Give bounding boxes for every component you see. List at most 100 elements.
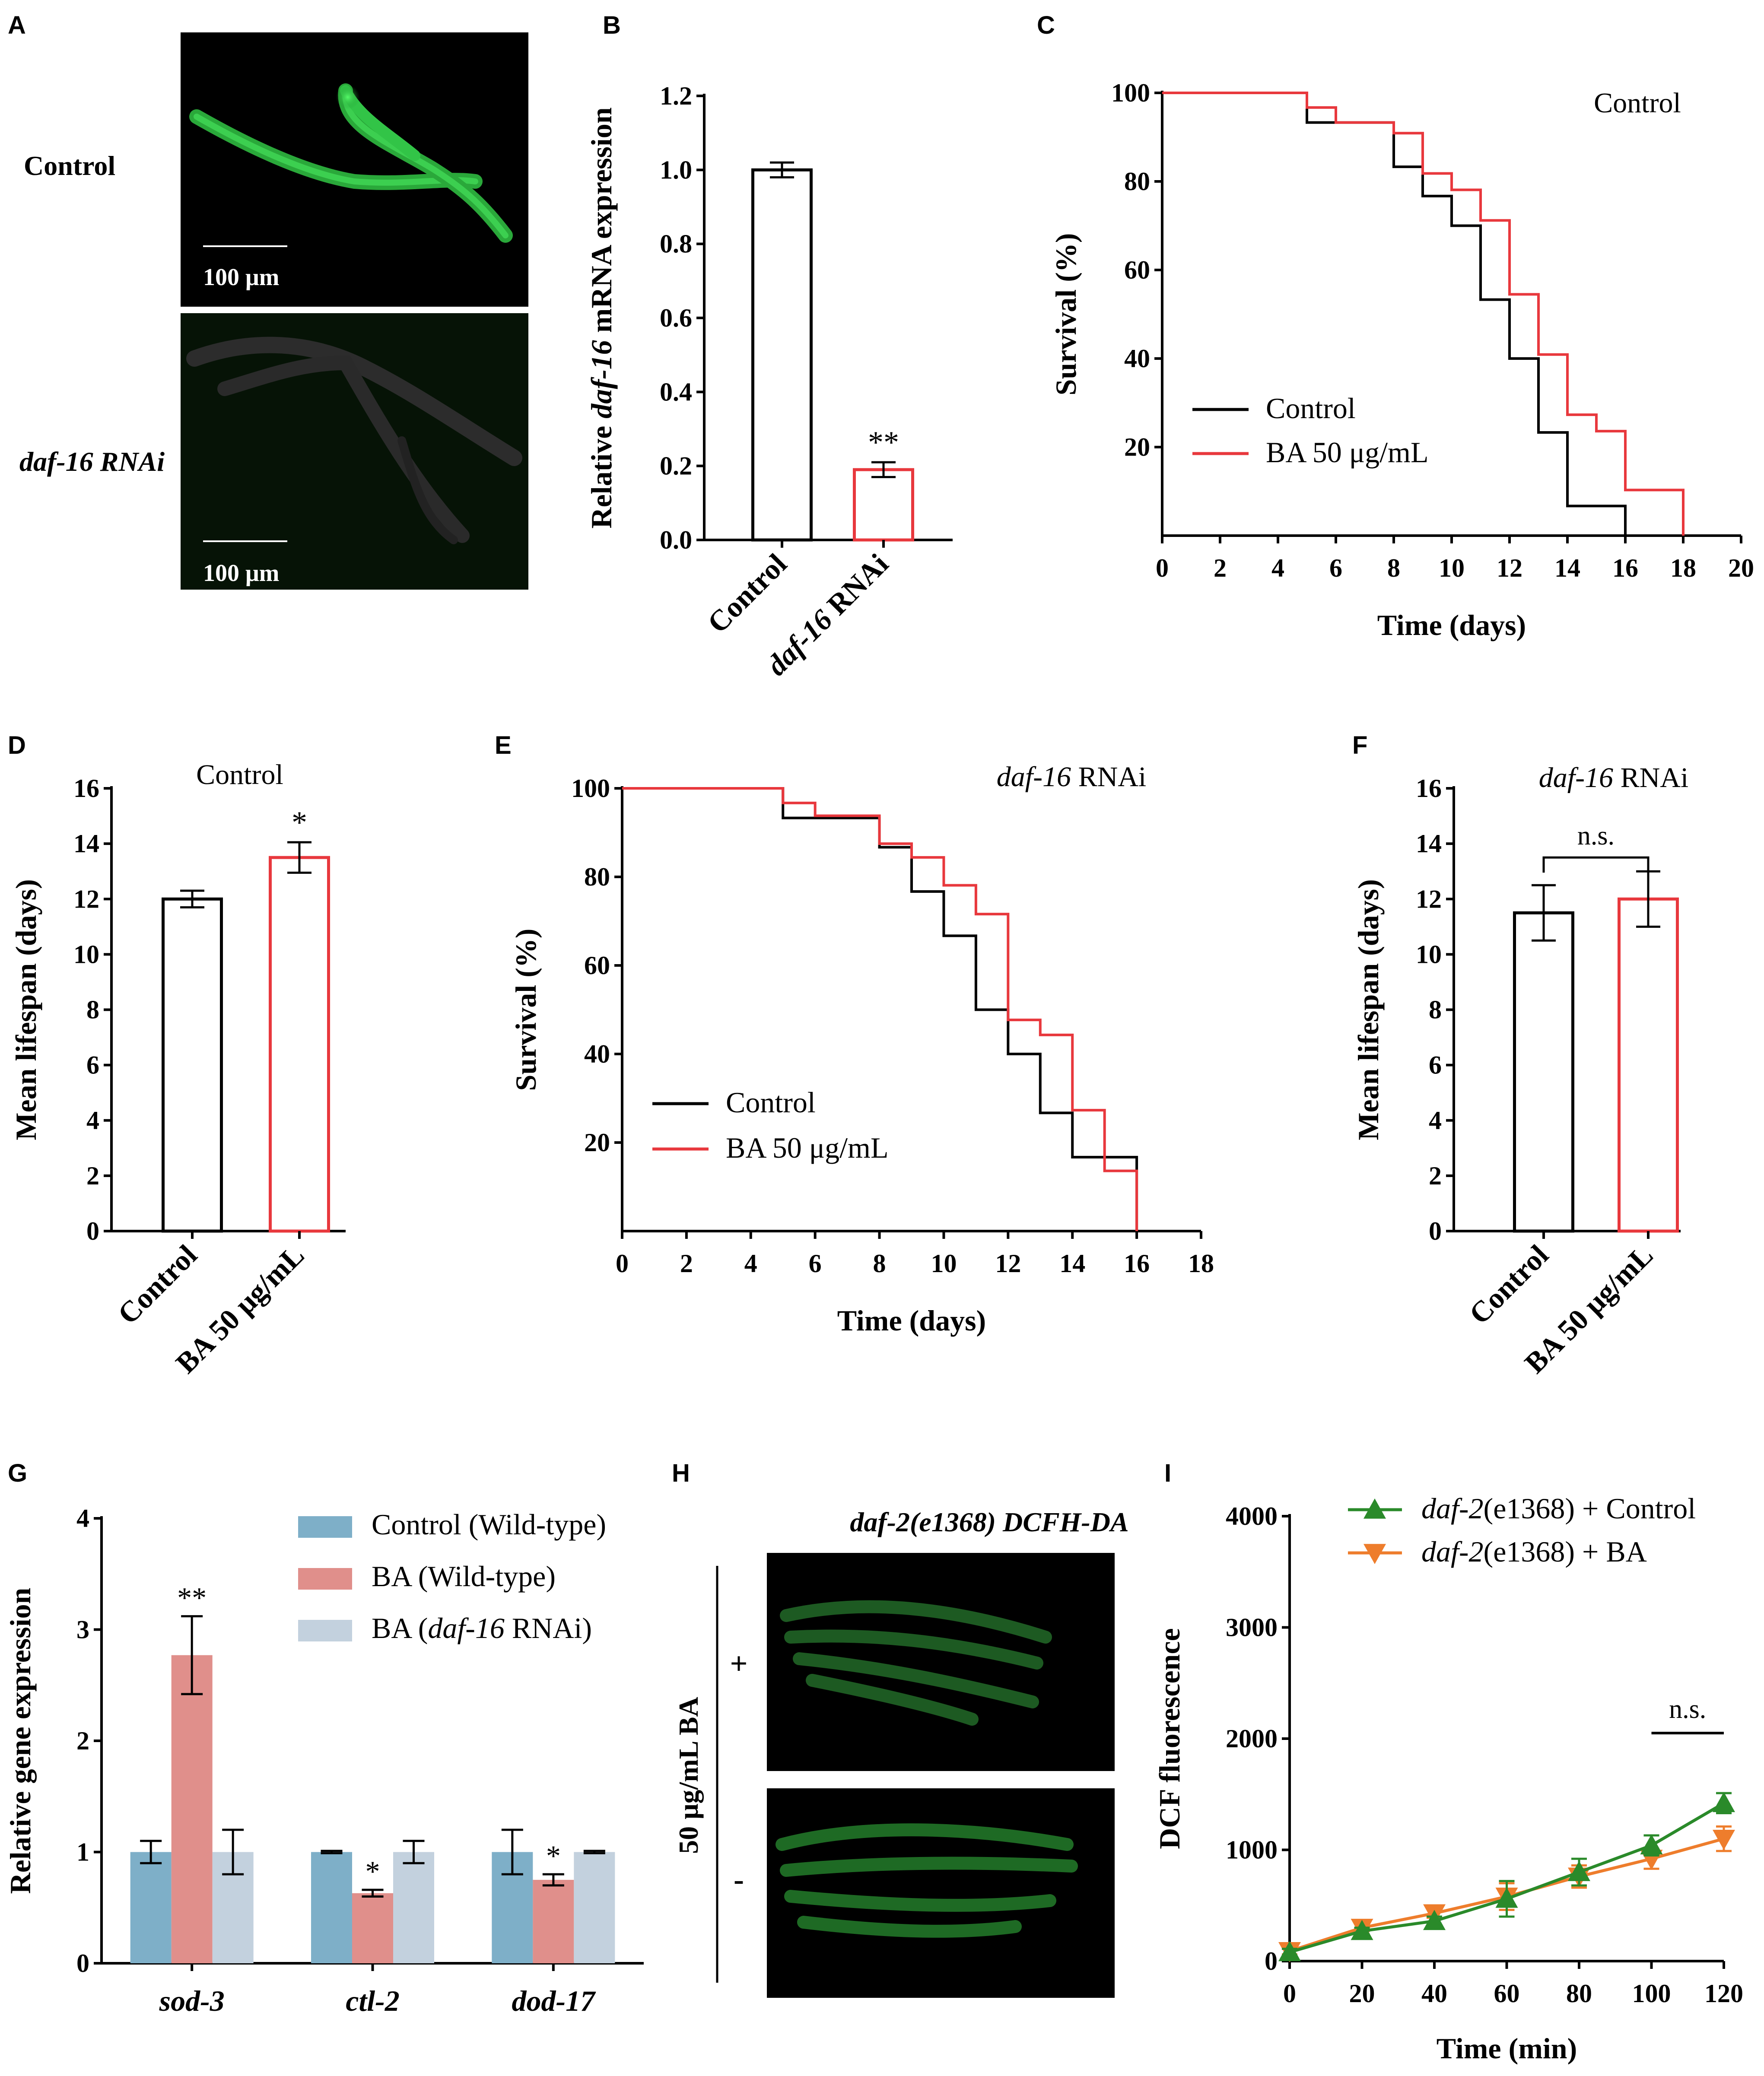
row-label-daf16-rnai: daf-16 RNAi	[19, 446, 165, 477]
y-tick-label: 80	[584, 863, 610, 891]
bar-0	[162, 897, 223, 1233]
y-axis-label: Relative daf-16 mRNA expression	[585, 107, 618, 528]
y-tick-label: 40	[1124, 344, 1150, 373]
x-tick-label: 100	[1632, 1979, 1671, 2008]
survival-curve-1	[622, 787, 1138, 1231]
x-tick-label: 0	[1283, 1979, 1296, 2008]
y-tick-label: 10	[1416, 940, 1442, 968]
y-tick-label: 100	[1111, 79, 1150, 107]
x-tick-label: 4	[744, 1249, 757, 1278]
marker-triangle-up	[1568, 1861, 1590, 1881]
y-tick-label: 2000	[1226, 1724, 1278, 1753]
y-tick-label: 0.2	[660, 452, 692, 480]
x-tick-label: 60	[1494, 1979, 1520, 2008]
y-tick-label: 2	[76, 1727, 89, 1755]
y-tick-label: 6	[1429, 1051, 1442, 1079]
marker-triangle-up	[1423, 1910, 1446, 1930]
marker-triangle-up	[1640, 1834, 1663, 1854]
x-tick-label: Control	[1462, 1238, 1554, 1330]
legend-swatch	[298, 1620, 352, 1641]
survival-curve-0	[622, 787, 1138, 1231]
marker-triangle-down	[1713, 1829, 1735, 1850]
x-tick-label: 6	[809, 1249, 822, 1278]
marker-triangle-up	[1495, 1887, 1518, 1908]
y-tick-label: 0	[1429, 1217, 1442, 1245]
legend-label: Control (Wild-type)	[372, 1508, 606, 1541]
significance-mark: **	[868, 425, 899, 460]
y-tick-label: 2	[1429, 1162, 1442, 1190]
legend-label: Control	[726, 1086, 816, 1119]
y-tick-label: 2	[86, 1162, 99, 1190]
legend-label: Control	[1266, 392, 1356, 425]
legend-label: daf-2(e1368) + BA	[1421, 1535, 1647, 1568]
marker-triangle-down	[1364, 1544, 1386, 1564]
significance-mark: *	[292, 805, 307, 840]
chart-i: I 0 1000 2000 3000 4000 DCF fluorescence 0 20 40 6…	[1153, 1459, 1743, 2065]
significance-mark: **	[177, 1581, 207, 1614]
x-axis-label: Time (min)	[1437, 2032, 1577, 2065]
x-tick-label: 10	[931, 1249, 957, 1278]
y-tick-label: 12	[73, 885, 99, 913]
panel-label: B	[603, 11, 621, 39]
y-tick-label: 16	[73, 774, 99, 803]
scale-bar-label-bottom: 100 μm	[203, 560, 279, 587]
x-tick-label: 2	[680, 1249, 693, 1278]
y-tick-label: 0	[76, 1949, 89, 1978]
chart-title: daf-16 RNAi	[1539, 762, 1689, 794]
y-axis-label: Survival (%)	[1049, 233, 1082, 396]
worms-plus-ba	[780, 1600, 1052, 1726]
y-tick-label: 0.6	[660, 304, 692, 332]
y-tick-label: 3	[76, 1616, 89, 1644]
bar-1	[269, 856, 330, 1233]
y-tick-label: 4000	[1226, 1502, 1278, 1530]
x-tick-label: dod-17	[512, 1984, 597, 2017]
y-tick-label: 4	[76, 1504, 89, 1533]
panel-h-title: daf-2(e1368) DCFH-DA	[850, 1507, 1128, 1537]
y-tick-label: 0.4	[660, 378, 692, 406]
chart-title: Control	[196, 759, 283, 790]
y-tick-label: 0.0	[660, 526, 692, 554]
panel-label-a: A	[8, 11, 26, 39]
chart-b: B 0.0 0.2 0.4 0.6 0.8 1.0 1.2 Relative daf-16 mR…	[585, 11, 953, 682]
legend-label: BA 50 μg/mL	[1266, 436, 1429, 469]
x-tick-label: 16	[1124, 1249, 1150, 1278]
worm-gfp-control	[189, 83, 513, 243]
y-tick-label: 40	[584, 1040, 610, 1068]
significance-bracket	[1542, 856, 1650, 873]
x-tick-label: ctl-2	[346, 1984, 400, 2017]
x-tick-label: 4	[1271, 554, 1284, 582]
significance-label: n.s.	[1577, 821, 1615, 851]
bar-0	[1513, 911, 1574, 1233]
x-tick-label: 12	[1497, 554, 1522, 582]
y-tick-label: 0	[1265, 1947, 1278, 1975]
bar-ctl-2-1	[352, 1893, 393, 1963]
scale-bar-label-top: 100 μm	[203, 264, 279, 291]
x-tick-label: 40	[1421, 1979, 1447, 2008]
x-tick-label: 2	[1214, 554, 1227, 582]
bar-1	[853, 468, 914, 542]
x-axis-label: Time (days)	[1377, 609, 1526, 641]
micrograph-control	[181, 32, 528, 307]
x-tick-label: Control	[701, 547, 793, 639]
y-tick-label: 0	[86, 1217, 99, 1245]
x-tick-label: 80	[1566, 1979, 1592, 2008]
significance-mark: *	[546, 1839, 561, 1872]
panel-label: G	[8, 1459, 27, 1487]
row-sign-plus: +	[730, 1646, 747, 1681]
bar-sod-3-1	[171, 1655, 213, 1963]
y-tick-label: 20	[584, 1128, 610, 1157]
legend-label: daf-2(e1368) + Control	[1421, 1492, 1696, 1525]
x-tick-label: 10	[1439, 554, 1465, 582]
x-tick-label: 0	[616, 1249, 629, 1278]
y-tick-label: 8	[86, 996, 99, 1024]
y-axis-label: Mean lifespan (days)	[10, 879, 42, 1140]
panel-label: I	[1164, 1459, 1171, 1487]
x-tick-label: 0	[1156, 554, 1169, 582]
y-tick-label: 80	[1124, 167, 1150, 196]
chart-g: G 0 1 2 3 4 Relative gene expression ** sod-3 * ct…	[4, 1459, 644, 2017]
chart-d: D Control 0 2 4 6 8 10 12 14 16 Mean lifespan (days…	[8, 731, 346, 1380]
survival-curve-0	[1162, 92, 1627, 536]
row-label-control: Control	[24, 150, 115, 181]
marker-triangle-up	[1713, 1792, 1735, 1813]
